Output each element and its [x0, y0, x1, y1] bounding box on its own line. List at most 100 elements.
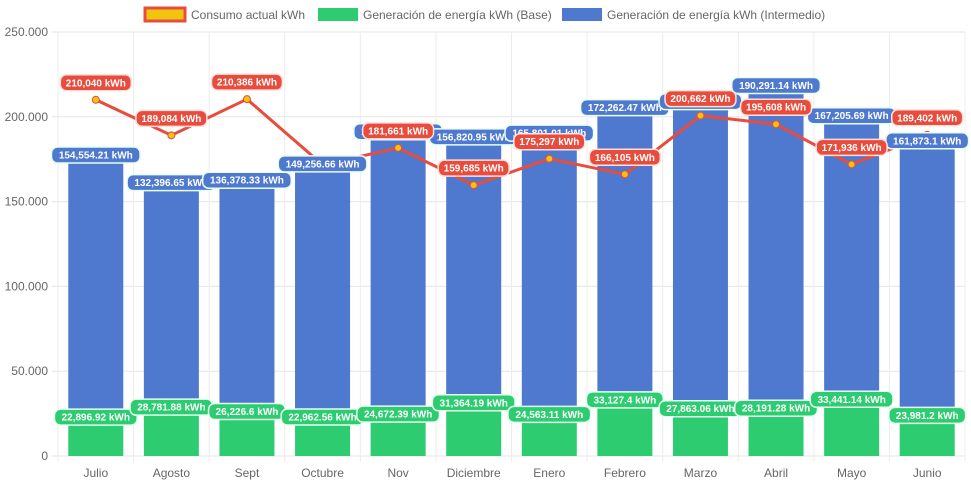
bar [370, 131, 426, 415]
data-label-bg [59, 74, 132, 92]
data-label-text: 136,378.33 kWh [210, 176, 284, 187]
data-label: 26,226.6 kWh [207, 402, 287, 421]
data-label-text: 149,256.66 kWh [286, 159, 360, 170]
x-axis: Julio Agosto Sept Octubre Nov Diciembre Enero F… [83, 466, 941, 480]
data-label-text: 27,863.06 kWh [666, 404, 734, 415]
data-label-bg [809, 390, 894, 409]
legend-item: Generación de energía kWh (Intermedio) [562, 8, 825, 22]
data-label: 189,084 kWh [135, 109, 208, 128]
data-label-bg [891, 109, 964, 127]
data-label: 181,661 kWh [361, 122, 435, 140]
data-label: 23,981.2 kWh [888, 406, 967, 425]
data-label: 175,297 kWh [513, 132, 586, 151]
bar [824, 399, 880, 456]
data-label-text: 154,554.21 kWh [59, 151, 133, 162]
data-label-bg [431, 394, 516, 412]
bar [899, 140, 955, 416]
bar [219, 180, 275, 412]
data-label: 22,896.92 kWh [53, 408, 138, 426]
x-tick-label: Octubre [301, 466, 344, 480]
x-tick-label: Mayo [837, 466, 867, 480]
x-tick-label: Nov [387, 466, 408, 480]
data-label: 159,685 kWh [437, 159, 510, 177]
x-tick-label: Marzo [684, 466, 718, 480]
data-labels: 22,896.92 kWh 154,554.21 kWh 28,781.88 kWh… [50, 73, 970, 426]
data-label-bg [277, 155, 368, 173]
data-label-text: 24,672.39 kWh [364, 410, 432, 421]
legend-item: Generación de energía kWh (Base) [318, 8, 552, 22]
y-tick-label: 250.000 [5, 25, 49, 39]
data-label: 24,672.39 kWh [356, 405, 441, 423]
data-label: 154,554.21 kWh [50, 146, 141, 164]
data-label-text: 181,661 kWh [368, 126, 428, 137]
data-label-text: 171,936 kWh [822, 143, 882, 154]
legend-label: Consumo actual kWh [191, 8, 305, 22]
data-label-bg [135, 109, 208, 128]
data-label: 166,105 kWh [588, 148, 662, 167]
legend-swatch [143, 6, 187, 23]
data-label: 190,291.14 kWh [730, 76, 822, 95]
line-point [167, 131, 176, 140]
x-tick-label: Diciembre [447, 466, 501, 480]
data-label-bg [361, 122, 435, 140]
data-label-bg [888, 406, 967, 425]
data-label-bg [733, 399, 819, 417]
data-label: 24,563.11 kWh [507, 405, 592, 424]
data-label: 28,781.88 kWh [129, 398, 214, 416]
data-label: 33,127.4 kWh [585, 391, 665, 409]
data-label-text: 23,981.2 kWh [896, 411, 959, 422]
data-label-bg [585, 391, 665, 409]
bar [748, 85, 804, 409]
data-label-text: 175,297 kWh [519, 137, 579, 148]
data-label-text: 167,205.69 kWh [815, 111, 889, 122]
x-tick-label: Junio [913, 466, 942, 480]
data-label-text: 24,563.11 kWh [515, 410, 583, 421]
data-label-text: 22,896.92 kWh [62, 413, 130, 424]
data-label-bg [815, 138, 888, 157]
data-label-bg [730, 76, 822, 95]
data-label-text: 210,386 kWh [217, 78, 277, 89]
x-tick-label: Agosto [153, 466, 191, 480]
data-label: 210,386 kWh [210, 73, 284, 91]
legend-swatch [562, 8, 602, 21]
consumption-line-path [95, 97, 928, 187]
line-point [772, 120, 781, 129]
data-label: 200,662 kWh [664, 89, 737, 108]
data-label-text: 31,364.19 kWh [440, 398, 508, 409]
line-point [91, 95, 100, 104]
line-point [394, 143, 403, 152]
data-label-bg [513, 132, 586, 151]
y-tick-label: 100.000 [5, 279, 49, 293]
data-label-text: 189,402 kWh [897, 113, 957, 124]
data-label-bg [739, 98, 813, 116]
legend-label: Generación de energía kWh (Intermedio) [607, 8, 825, 22]
bar [143, 182, 199, 408]
data-label: 136,378.33 kWh [201, 171, 293, 189]
data-label-text: 28,781.88 kWh [137, 403, 205, 414]
data-label-text: 33,441.14 kWh [817, 395, 885, 406]
bar [672, 101, 728, 409]
bar [446, 136, 502, 403]
data-label-text: 132,396.65 kWh [134, 178, 208, 189]
y-tick-label: 200.000 [5, 110, 49, 124]
y-tick-label: 0 [41, 449, 48, 463]
data-label: 27,863.06 kWh [658, 399, 743, 418]
data-label-text: 189,084 kWh [141, 114, 201, 125]
data-label: 149,256.66 kWh [277, 155, 368, 173]
data-label-text: 22,962.56 kWh [288, 413, 356, 424]
data-label: 31,364.19 kWh [431, 394, 516, 412]
line-point [545, 154, 554, 163]
bar [446, 402, 502, 456]
data-label: 172,262.47 kWh [579, 98, 670, 117]
y-axis: 0 50.000 100.000 150.000 200.000 250.000 [5, 25, 49, 463]
data-label-text: 166,105 kWh [595, 153, 655, 164]
data-label-text: 195,608 kWh [746, 103, 806, 114]
data-label-text: 159,685 kWh [444, 164, 504, 175]
legend-item: Consumo actual kWh [143, 6, 305, 23]
data-label-bg [50, 146, 141, 164]
bar [597, 399, 653, 456]
data-label-bg [664, 89, 737, 108]
grid [52, 31, 966, 462]
